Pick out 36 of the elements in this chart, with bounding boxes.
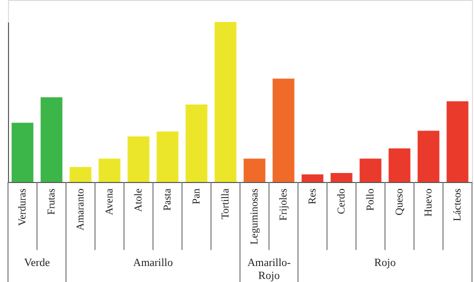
- bar: [214, 22, 236, 182]
- bar: [40, 97, 62, 182]
- text: Amarillo: [133, 257, 174, 269]
- x-tick-label: Tortilla: [220, 188, 232, 220]
- bar: [272, 78, 294, 182]
- bar: [98, 158, 120, 182]
- x-tick-label: Amaranto: [76, 188, 86, 230]
- bar: [418, 130, 440, 182]
- text: Amarillo-Rojo: [247, 257, 292, 282]
- x-tick-label: Avena: [104, 188, 116, 216]
- x-tick-label: Verduras: [18, 188, 28, 226]
- bar: [330, 173, 352, 182]
- x-tick-label: Frutas: [46, 188, 58, 215]
- bar: [302, 174, 324, 182]
- x-tick-label: Pasta: [162, 188, 174, 211]
- x-tick-label: Lácteos: [452, 188, 464, 222]
- text: Verde: [24, 257, 50, 269]
- x-tick-label: Huevo: [424, 188, 434, 216]
- bar: [446, 101, 468, 182]
- bar: [156, 131, 178, 182]
- x-tick-label: Leguminosas: [250, 188, 260, 244]
- x-tick-label: Queso: [394, 188, 406, 216]
- bar: [244, 158, 266, 182]
- x-tick-label: Pan: [192, 188, 202, 204]
- x-tick-label: Res: [308, 188, 318, 204]
- bar: [360, 158, 382, 182]
- x-tick-label: Atole: [134, 188, 144, 212]
- bar: [70, 166, 92, 182]
- x-tick-label: Pollo: [366, 188, 376, 211]
- bar: [186, 104, 208, 182]
- x-tick-label: Frijoles: [278, 188, 290, 221]
- bar: [388, 148, 410, 182]
- x-tick-label: Cerdo: [336, 188, 348, 214]
- bar: [128, 136, 150, 182]
- text: Rojo: [374, 257, 396, 269]
- bar: [12, 122, 34, 182]
